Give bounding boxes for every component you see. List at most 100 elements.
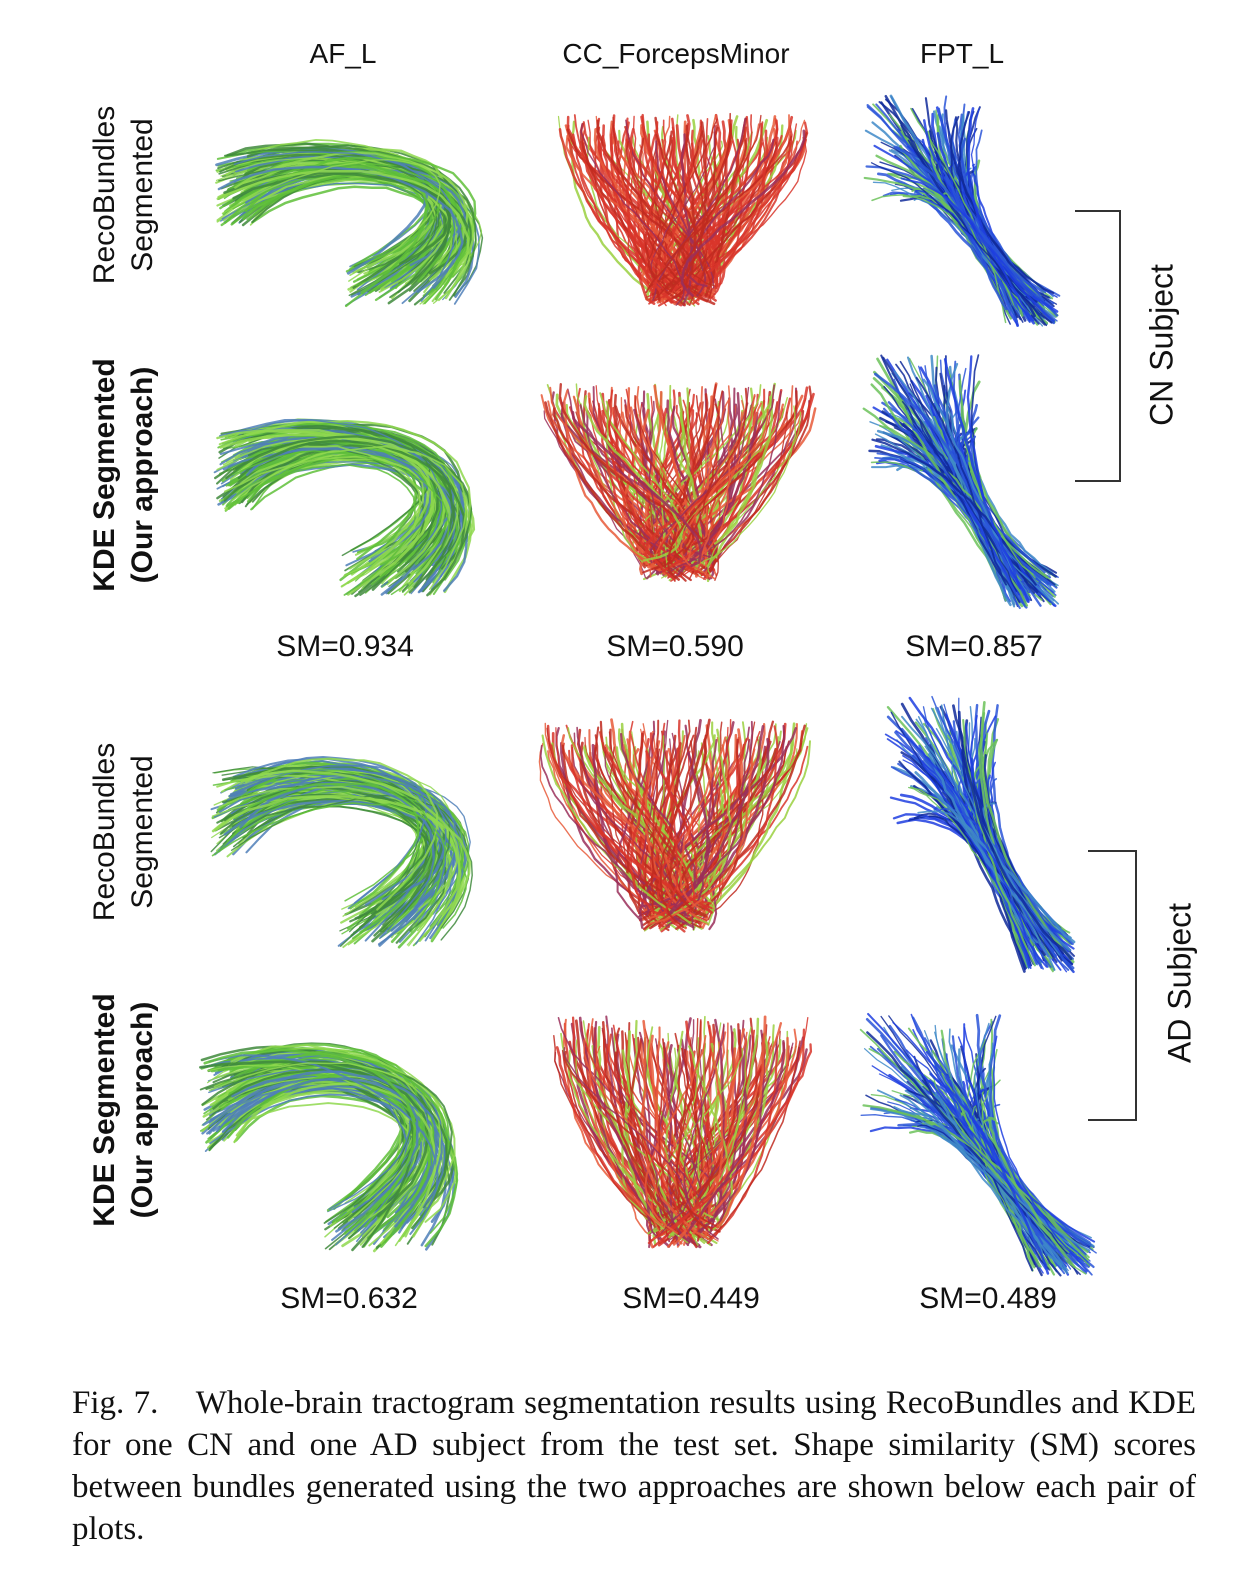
streamline: [653, 112, 731, 302]
streamline: [237, 439, 466, 597]
streamline: [641, 1019, 710, 1241]
streamline: [915, 376, 1007, 586]
bundle-rendering: [199, 1042, 459, 1253]
streamline: [862, 1104, 1089, 1261]
panel-cn-kde-af-l: [200, 375, 510, 600]
streamline: [599, 392, 685, 559]
streamline: [647, 118, 718, 284]
row-label-kde-cn: KDE Segmented (Our approach): [86, 358, 162, 591]
sm-score-cn-fpt-l: SM=0.857: [905, 630, 1043, 663]
streamline: [231, 445, 467, 591]
streamline: [224, 148, 452, 294]
streamline: [661, 725, 779, 910]
streamline: [663, 728, 733, 919]
sm-score-ad-af-l: SM=0.632: [280, 1282, 418, 1315]
panel-ad-kde-cc-forceps-minor: [540, 1012, 825, 1252]
streamline: [547, 750, 669, 927]
streamline: [650, 719, 660, 914]
streamline: [655, 1028, 806, 1239]
streamline: [211, 802, 447, 933]
streamline: [212, 1068, 448, 1229]
streamline: [915, 189, 1031, 322]
streamline: [988, 1116, 1076, 1269]
streamline: [228, 463, 416, 596]
streamline: [563, 389, 648, 562]
streamline: [662, 750, 679, 915]
bundle-rendering: [540, 382, 817, 583]
streamline: [601, 134, 697, 297]
streamline: [209, 1093, 433, 1237]
streamline: [573, 114, 711, 287]
streamline: [693, 738, 718, 914]
streamline: [223, 456, 423, 598]
row-label-recobundles-cn: RecoBundles Segmented: [86, 106, 162, 284]
streamline: [230, 1044, 456, 1208]
streamline: [645, 139, 747, 294]
streamline: [661, 392, 815, 573]
streamline: [228, 1055, 435, 1205]
caption-label: Fig. 7.: [72, 1385, 159, 1421]
streamline: [706, 1040, 779, 1245]
streamline: [213, 794, 472, 916]
streamline: [658, 387, 738, 574]
streamline: [208, 1054, 439, 1236]
streamline: [571, 410, 702, 568]
streamline: [587, 1018, 666, 1229]
streamline: [867, 1012, 1096, 1243]
streamline: [652, 117, 747, 302]
streamline: [944, 175, 1008, 311]
streamline: [680, 394, 756, 561]
streamline: [235, 1082, 436, 1242]
bundle-rendering: [213, 418, 476, 598]
streamline: [707, 411, 802, 578]
streamline: [216, 169, 470, 300]
streamline: [231, 1070, 440, 1228]
streamline: [655, 140, 707, 297]
streamline: [698, 1029, 748, 1235]
bundle-rendering: [884, 695, 1076, 974]
streamline: [240, 769, 461, 942]
panel-cn-kde-fpt-l: [850, 350, 1065, 610]
streamline: [539, 744, 650, 916]
streamline: [895, 730, 1043, 969]
streamline: [605, 1024, 716, 1223]
bundle-rendering: [215, 139, 484, 308]
streamline: [697, 1022, 783, 1225]
streamline: [662, 1042, 679, 1246]
streamline: [657, 1038, 720, 1229]
streamline: [644, 1034, 707, 1235]
streamline: [612, 1024, 695, 1242]
streamline: [649, 142, 694, 302]
streamline: [715, 1015, 767, 1229]
streamline: [208, 1062, 442, 1247]
row-label-line-2: (Our approach): [126, 366, 159, 584]
streamline: [652, 1043, 813, 1248]
row-label-line-1: KDE Segmented: [88, 993, 121, 1227]
streamline: [698, 402, 763, 569]
streamline: [929, 1072, 1050, 1275]
streamline: [680, 129, 806, 297]
column-header-cc-forceps-minor: CC_ForcepsMinor: [562, 38, 790, 69]
streamline: [583, 394, 683, 562]
row-label-line-2: Segmented: [126, 755, 159, 909]
streamline: [876, 452, 1024, 604]
streamline: [233, 151, 456, 302]
sm-score-ad-fpt-l: SM=0.489: [919, 1282, 1057, 1315]
bundle-rendering: [210, 756, 473, 949]
streamline: [541, 734, 692, 924]
streamline: [226, 783, 426, 917]
streamline: [957, 710, 1073, 961]
streamline: [244, 757, 439, 911]
streamline: [591, 743, 695, 929]
streamline: [216, 429, 446, 583]
streamline: [879, 424, 1048, 579]
row-label-line-1: RecoBundles: [88, 742, 121, 922]
panel-ad-kde-fpt-l: [848, 1008, 1103, 1278]
streamline: [651, 142, 682, 292]
panel-cn-recobundles-af-l: [200, 100, 520, 310]
streamline: [606, 1043, 702, 1233]
streamline: [218, 420, 472, 581]
streamline: [624, 404, 695, 570]
streamline: [625, 732, 651, 925]
streamline: [245, 446, 431, 563]
